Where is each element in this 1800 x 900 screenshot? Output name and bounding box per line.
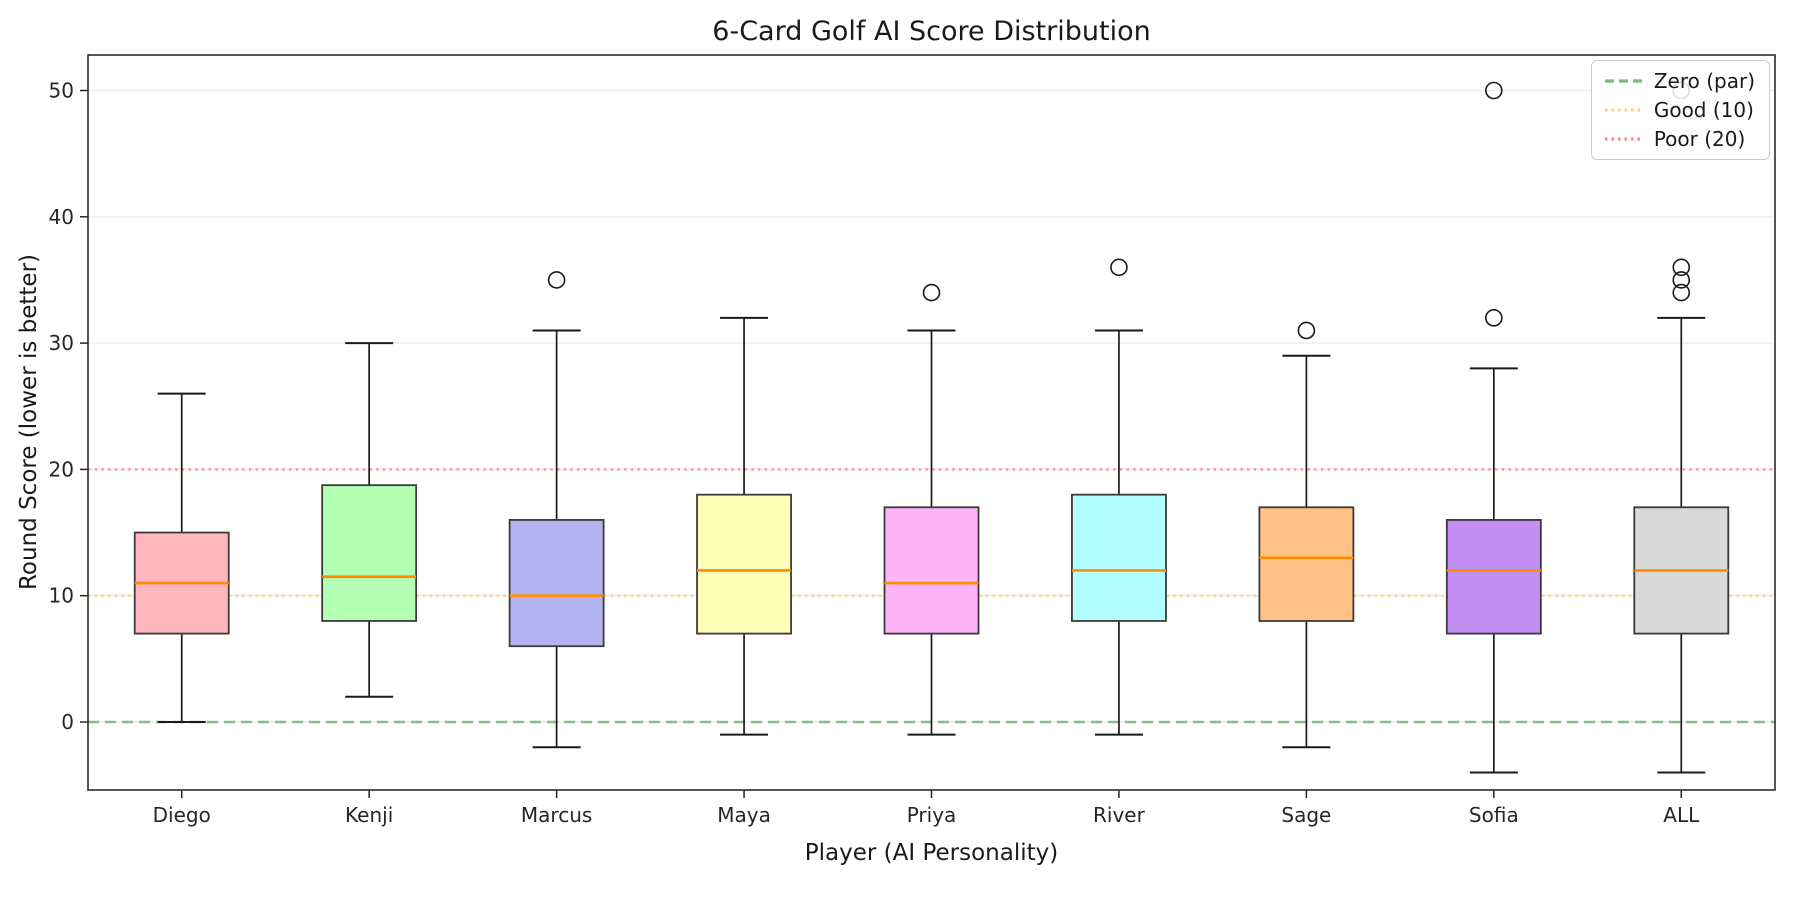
y-axis-label: Round Score (lower is better): [16, 253, 42, 591]
box-kenji: [321, 342, 418, 698]
x-tick-label-priya: Priya: [907, 803, 957, 827]
box-marcus: [508, 271, 605, 749]
box-diego: [133, 392, 230, 723]
iqr-box: [1258, 506, 1355, 622]
iqr-box: [1445, 519, 1542, 635]
legend-item-good-10-: Good (10): [1604, 98, 1755, 122]
x-tick-label-sofia: Sofia: [1469, 803, 1519, 827]
box-sage: [1258, 321, 1355, 749]
outlier: [1110, 258, 1128, 277]
y-tick-label: 10: [49, 584, 74, 608]
legend-label: Poor (20): [1653, 127, 1746, 151]
y-tick-label: 50: [49, 79, 74, 103]
outlier: [547, 271, 566, 289]
outlier: [1672, 258, 1691, 277]
legend-label: Good (10): [1653, 98, 1754, 122]
y-tick-label: 0: [61, 710, 74, 734]
y-tick-label: 30: [49, 331, 74, 355]
iqr-box: [696, 493, 792, 635]
iqr-box: [508, 519, 605, 648]
x-tick-label-kenji: Kenji: [345, 803, 393, 827]
box-all: [1633, 81, 1730, 774]
outlier: [1485, 81, 1503, 100]
y-tick-label: 40: [49, 205, 74, 229]
chart-title: 6-Card Golf AI Score Distribution: [712, 16, 1151, 47]
dotted-line-swatch: [1604, 137, 1643, 141]
box-maya: [696, 316, 792, 736]
x-tick-label-diego: Diego: [153, 803, 211, 827]
outlier: [1672, 283, 1691, 302]
x-tick-label-marcus: Marcus: [521, 803, 592, 827]
legend-item-poor-20-: Poor (20): [1604, 127, 1755, 151]
legend: Zero (par) Good (10) Poor (20): [1590, 60, 1770, 160]
outlier: [1672, 271, 1691, 289]
x-tick-label-maya: Maya: [717, 803, 771, 827]
iqr-box: [883, 506, 980, 635]
iqr-box: [321, 484, 418, 622]
legend-label: Zero (par): [1653, 69, 1755, 93]
box-sofia: [1445, 81, 1542, 774]
x-tick-label-river: River: [1093, 803, 1146, 827]
outlier: [1297, 321, 1316, 340]
outlier: [1485, 309, 1503, 327]
dashed-line-swatch: [1604, 79, 1643, 83]
y-tick-label: 20: [49, 457, 74, 481]
legend-item-zero-par-: Zero (par): [1604, 69, 1755, 93]
x-axis-label: Player (AI Personality): [804, 840, 1059, 866]
dotted-line-swatch: [1604, 108, 1643, 112]
x-tick-label-sage: Sage: [1281, 803, 1331, 827]
outlier: [922, 283, 941, 302]
x-tick-label-all: ALL: [1663, 803, 1700, 827]
box-priya: [883, 283, 980, 736]
box-river: [1071, 258, 1167, 736]
iqr-box: [1071, 493, 1167, 622]
